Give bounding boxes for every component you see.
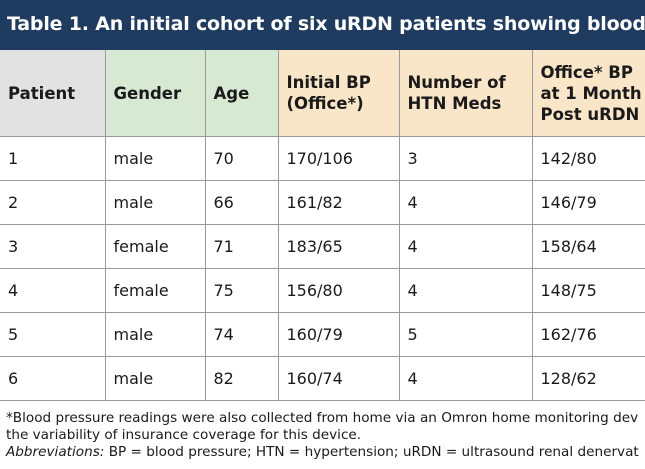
- cell-patient: 2: [0, 180, 106, 225]
- cell-office-bp: 146/79: [531, 180, 645, 225]
- cell-office-bp: 142/80: [531, 136, 645, 181]
- header-line: Patient: [8, 83, 76, 103]
- footnote-line-2: the variability of insurance coverage fo…: [6, 427, 362, 443]
- cell-htn-meds: 4: [398, 268, 533, 313]
- table-row: 6 male 82 160/74 4 128/62: [0, 356, 645, 401]
- cell-age: 74: [204, 312, 279, 357]
- cell-htn-meds: 4: [398, 356, 533, 401]
- cell-initial-bp: 161/82: [277, 180, 400, 225]
- cell-office-bp: 162/76: [531, 312, 645, 357]
- table-row: 4 female 75 156/80 4 148/75: [0, 268, 645, 313]
- table-row: 5 male 74 160/79 5 162/76: [0, 312, 645, 357]
- table-title: Table 1. An initial cohort of six uRDN p…: [7, 13, 645, 35]
- footnote-line-1: *Blood pressure readings were also colle…: [6, 410, 639, 426]
- header-line: HTN Meds: [407, 94, 502, 113]
- cell-patient: 1: [0, 136, 106, 181]
- patient-cohort-table: Patient Gender Age Initial BP (Office*) …: [0, 50, 645, 401]
- cell-gender: female: [104, 268, 206, 313]
- cell-office-bp: 128/62: [531, 356, 645, 401]
- cell-initial-bp: 160/74: [277, 356, 400, 401]
- cell-patient: 6: [0, 356, 106, 401]
- table-row: 1 male 70 170/106 3 142/80: [0, 136, 645, 181]
- cell-initial-bp: 183/65: [277, 224, 400, 269]
- table-title-bar: Table 1. An initial cohort of six uRDN p…: [0, 0, 645, 50]
- cell-gender: male: [104, 180, 206, 225]
- cell-patient: 4: [0, 268, 106, 313]
- abbreviations-label: Abbreviations:: [6, 444, 105, 460]
- table-header-row: Patient Gender Age Initial BP (Office*) …: [0, 50, 645, 137]
- header-line: at 1 Month: [540, 83, 642, 103]
- header-htn-meds: Number of HTN Meds: [398, 50, 533, 137]
- cell-gender: male: [104, 136, 206, 181]
- header-age: Age: [204, 50, 279, 137]
- cell-age: 66: [204, 180, 279, 225]
- header-line: Office* BP: [540, 62, 633, 82]
- header-office-bp-1-month: Office* BP at 1 Month Post uRDN: [531, 50, 645, 137]
- header-patient: Patient: [0, 50, 106, 137]
- header-initial-bp: Initial BP (Office*): [277, 50, 400, 137]
- cell-gender: male: [104, 312, 206, 357]
- header-line: Age: [213, 83, 250, 103]
- cell-htn-meds: 3: [398, 136, 533, 181]
- header-line: Post uRDN: [540, 104, 640, 124]
- cell-initial-bp: 156/80: [277, 268, 400, 313]
- header-line: Number of: [407, 73, 506, 92]
- abbreviations-text: BP = blood pressure; HTN = hypertension;…: [104, 444, 639, 460]
- cell-age: 70: [204, 136, 279, 181]
- cell-htn-meds: 5: [398, 312, 533, 357]
- cell-htn-meds: 4: [398, 180, 533, 225]
- cell-patient: 3: [0, 224, 106, 269]
- table-footnote: *Blood pressure readings were also colle…: [6, 410, 645, 461]
- header-line: Initial BP: [286, 73, 371, 92]
- cell-gender: female: [104, 224, 206, 269]
- header-gender: Gender: [104, 50, 206, 137]
- cell-age: 71: [204, 224, 279, 269]
- cell-patient: 5: [0, 312, 106, 357]
- cell-office-bp: 158/64: [531, 224, 645, 269]
- cell-gender: male: [104, 356, 206, 401]
- cell-initial-bp: 170/106: [277, 136, 400, 181]
- table-row: 2 male 66 161/82 4 146/79: [0, 180, 645, 225]
- cell-office-bp: 148/75: [531, 268, 645, 313]
- cell-initial-bp: 160/79: [277, 312, 400, 357]
- cell-htn-meds: 4: [398, 224, 533, 269]
- table-row: 3 female 71 183/65 4 158/64: [0, 224, 645, 269]
- header-line: Gender: [113, 83, 182, 103]
- abbreviations-line: Abbreviations: BP = blood pressure; HTN …: [6, 444, 645, 461]
- cell-age: 82: [204, 356, 279, 401]
- header-line: (Office*): [286, 94, 364, 113]
- cell-age: 75: [204, 268, 279, 313]
